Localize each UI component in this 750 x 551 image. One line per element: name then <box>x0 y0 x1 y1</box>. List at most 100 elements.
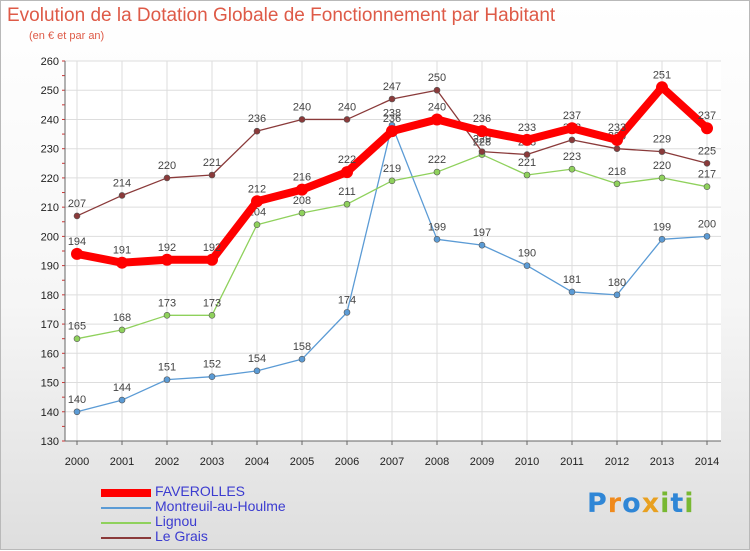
data-label: 221 <box>518 157 536 169</box>
x-tick-label: 2009 <box>470 456 494 468</box>
y-tick-label: 220 <box>41 173 59 185</box>
data-point <box>523 171 531 179</box>
data-label: 237 <box>563 110 581 122</box>
data-point <box>118 326 126 334</box>
data-point <box>568 165 576 173</box>
x-tick-label: 2013 <box>650 456 674 468</box>
data-point <box>703 183 711 190</box>
x-tick-label: 2000 <box>65 456 89 468</box>
data-point <box>163 174 171 182</box>
x-tick-label: 2014 <box>695 456 719 468</box>
logo-letter: o <box>622 488 642 519</box>
data-label: 168 <box>113 312 131 324</box>
data-point <box>343 309 351 316</box>
data-label: 174 <box>338 294 356 306</box>
legend-swatch <box>101 536 151 539</box>
y-tick-label: 150 <box>41 378 59 390</box>
x-tick-label: 2003 <box>200 456 224 468</box>
legend-label: Le Grais <box>155 528 208 544</box>
data-label: 221 <box>203 157 221 169</box>
data-point <box>388 177 396 185</box>
data-point <box>433 86 441 94</box>
data-label: 190 <box>518 248 536 260</box>
data-label: 173 <box>203 297 221 309</box>
data-point <box>568 288 576 296</box>
data-label: 225 <box>698 145 716 157</box>
data-point <box>476 125 488 138</box>
y-tick-label: 140 <box>41 407 59 419</box>
data-label: 240 <box>428 101 446 113</box>
data-label: 207 <box>68 198 86 210</box>
series-faverolles: 194 191 192 192 212 216 222 236 240 236 233 237 233 2… <box>68 69 716 269</box>
y-tick-label: 230 <box>41 144 59 156</box>
chart-title: Evolution de la Dotation Globale de Fonc… <box>7 5 556 26</box>
data-label: 192 <box>158 242 176 254</box>
data-point <box>386 125 398 138</box>
x-tick-label: 2007 <box>380 456 404 468</box>
data-point <box>701 122 713 135</box>
data-point <box>73 212 81 220</box>
data-label: 236 <box>473 113 491 125</box>
data-point <box>568 136 576 144</box>
data-point <box>253 221 261 228</box>
x-tick-label: 2006 <box>335 456 359 468</box>
data-label: 165 <box>68 321 86 333</box>
proxiti-logo: Proxiti <box>587 488 695 519</box>
data-label: 214 <box>113 177 131 189</box>
logo-letter: P <box>587 488 608 519</box>
data-point <box>253 367 261 375</box>
data-point <box>118 396 126 404</box>
data-point <box>611 133 623 146</box>
y-tick-label: 200 <box>41 231 59 243</box>
data-label: 220 <box>653 160 671 172</box>
data-point <box>523 151 531 158</box>
x-tick-label: 2012 <box>605 456 629 468</box>
data-label: 236 <box>383 113 401 125</box>
data-point <box>116 256 128 269</box>
x-tick-label: 2005 <box>290 456 314 468</box>
x-tick-label: 2010 <box>515 456 539 468</box>
logo-letter: i <box>660 488 671 519</box>
data-label: 181 <box>563 274 581 286</box>
x-tick-label: 2011 <box>560 456 584 468</box>
data-point <box>298 116 306 123</box>
data-point <box>658 174 666 182</box>
data-point <box>703 233 711 240</box>
data-label: 216 <box>293 172 311 184</box>
series-montreuil-au-houlme: 140 144 151 152 154 158 174 238 199 197 190 181 180 1… <box>68 107 716 416</box>
data-label: 251 <box>653 69 671 81</box>
data-label: 233 <box>518 122 536 134</box>
data-point <box>433 168 441 176</box>
data-label: 223 <box>563 151 581 163</box>
data-label: 238 <box>383 107 401 119</box>
data-point <box>208 171 216 179</box>
data-label: 233 <box>608 122 626 134</box>
data-point <box>341 166 353 179</box>
data-label: 240 <box>338 101 356 113</box>
data-label: 173 <box>158 297 176 309</box>
data-point <box>161 253 173 266</box>
data-label: 250 <box>428 72 446 84</box>
data-point <box>613 145 621 152</box>
data-point <box>298 355 306 363</box>
data-point <box>433 236 441 243</box>
data-label: 229 <box>653 134 671 146</box>
data-point <box>658 148 666 155</box>
data-point <box>343 200 351 208</box>
data-label: 218 <box>608 166 626 178</box>
data-point <box>208 373 216 380</box>
data-label: 212 <box>248 183 266 195</box>
data-point <box>118 192 126 199</box>
data-point <box>613 291 621 299</box>
data-label: 144 <box>113 382 131 394</box>
data-point <box>208 312 216 319</box>
data-point <box>478 241 486 249</box>
data-point <box>613 180 621 188</box>
y-tick-label: 250 <box>41 85 59 97</box>
data-point <box>71 247 83 260</box>
data-point <box>296 183 308 196</box>
data-label: 154 <box>248 353 266 365</box>
data-label: 140 <box>68 394 86 406</box>
data-label: 237 <box>698 110 716 122</box>
